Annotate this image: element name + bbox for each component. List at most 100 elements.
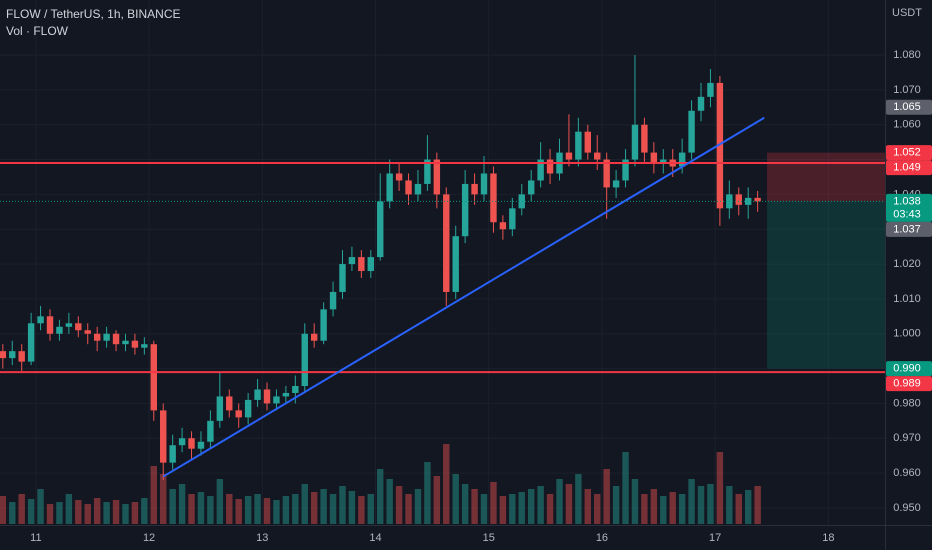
volume-bar xyxy=(452,474,459,524)
volume-bar xyxy=(754,486,761,524)
price-tag-label: 1.038 xyxy=(893,195,921,207)
candle-body xyxy=(622,159,629,181)
volume-bar xyxy=(197,492,205,524)
volume-bar xyxy=(490,482,497,524)
candle-body xyxy=(235,410,242,418)
stop-zone xyxy=(767,152,885,202)
candle-body xyxy=(188,438,195,449)
candle-body xyxy=(0,351,7,359)
candle-body xyxy=(735,194,742,205)
volume-bar xyxy=(424,462,431,524)
volume-bar xyxy=(103,502,110,524)
candle-body xyxy=(678,152,686,167)
candle-body xyxy=(263,389,271,404)
candle-body xyxy=(112,333,120,345)
volume-bar xyxy=(112,500,120,524)
x-tick-label: 18 xyxy=(822,532,834,544)
candle-body xyxy=(594,152,601,160)
volume-bar xyxy=(141,498,148,524)
price-tag-label: 0.990 xyxy=(893,362,921,374)
candle-body xyxy=(169,445,176,463)
price-tag xyxy=(886,221,932,237)
volume-bar xyxy=(244,496,252,524)
candle-body xyxy=(697,96,705,111)
candle-body xyxy=(490,173,497,223)
candle-body xyxy=(56,326,63,334)
candle-body xyxy=(527,180,535,195)
volume-bar xyxy=(282,496,290,524)
candle-body xyxy=(395,173,403,181)
candle-body xyxy=(310,333,318,341)
candle-body xyxy=(207,420,214,442)
candle-body xyxy=(65,323,73,327)
volume-bar xyxy=(131,502,139,524)
trendline xyxy=(162,116,765,478)
volume-bar xyxy=(377,469,384,524)
volume-bar xyxy=(518,492,525,524)
volume-bar xyxy=(178,484,186,524)
x-tick-label: 16 xyxy=(596,532,608,544)
candle-body xyxy=(584,131,592,153)
candle-body xyxy=(226,396,233,411)
volume-bar xyxy=(216,479,224,524)
candle-body xyxy=(282,392,290,397)
volume-bar xyxy=(594,494,601,524)
x-tick-label: 11 xyxy=(30,532,41,544)
candle-body xyxy=(499,222,507,230)
volume-bar xyxy=(160,474,167,524)
volume-bar xyxy=(433,476,441,524)
volume-bar xyxy=(301,484,308,524)
y-tick-label: 1.020 xyxy=(893,258,921,270)
volume-bar xyxy=(603,469,610,524)
candle-body xyxy=(367,257,375,272)
volume-bar xyxy=(56,502,63,524)
x-tick-label: 13 xyxy=(256,532,268,544)
volume-bar xyxy=(46,504,54,524)
volume-bar xyxy=(744,490,752,524)
volume-bar xyxy=(37,489,44,524)
volume-bar xyxy=(273,500,280,524)
price-tag-label: 1.052 xyxy=(893,146,921,158)
volume-bar xyxy=(122,504,129,524)
candle-body xyxy=(754,197,761,202)
volume-bar xyxy=(575,474,582,524)
volume-bar xyxy=(9,502,16,524)
candle-body xyxy=(386,173,393,202)
price-tag xyxy=(886,361,932,377)
candle-body xyxy=(254,389,261,400)
volume-bar xyxy=(169,489,176,524)
candle-body xyxy=(575,131,582,160)
price-tag-label: 1.049 xyxy=(893,161,921,173)
candle-body xyxy=(150,344,157,411)
volume-bar xyxy=(207,496,214,524)
volume-bar xyxy=(546,494,554,524)
y-tick-label: 1.010 xyxy=(893,293,921,305)
candle-body xyxy=(339,264,346,292)
volume-bar xyxy=(471,489,478,524)
volume-bar xyxy=(348,491,356,524)
candle-body xyxy=(405,180,412,195)
candle-body xyxy=(244,399,252,418)
candle-body xyxy=(18,351,25,362)
candle-body xyxy=(292,385,299,393)
candle-body xyxy=(75,323,82,331)
candle-body xyxy=(141,344,148,348)
candle-body xyxy=(37,316,44,324)
candle-body xyxy=(329,291,337,310)
candle-body xyxy=(688,110,695,153)
candle-body xyxy=(565,152,573,160)
volume-bar xyxy=(0,496,7,524)
candle-body xyxy=(480,173,488,195)
price-tag-label: 0.989 xyxy=(893,377,921,389)
volume-bar xyxy=(320,489,327,524)
candle-body xyxy=(650,152,658,164)
candle-body xyxy=(46,316,54,334)
candle-body xyxy=(707,82,714,97)
candle-body xyxy=(424,159,431,184)
volume-bar xyxy=(660,496,667,524)
candle-body xyxy=(603,159,610,188)
currency: USDT xyxy=(892,7,922,19)
volume-bar xyxy=(527,489,535,524)
